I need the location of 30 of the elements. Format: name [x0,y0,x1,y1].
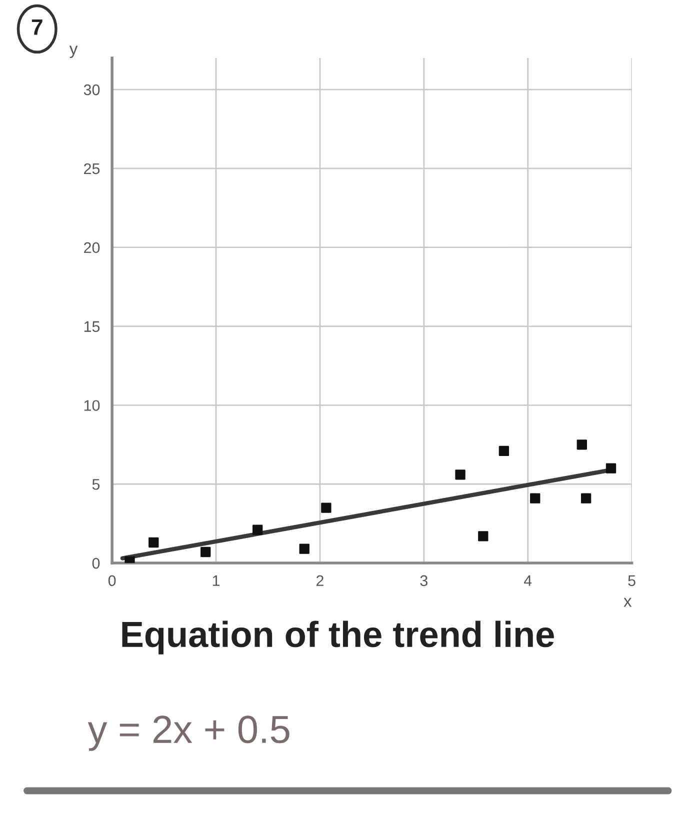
x-tick-label: 4 [524,575,532,586]
y-tick-label: 25 [84,163,100,174]
point [321,502,332,513]
point [299,544,310,554]
x-tick-label: 3 [420,575,428,586]
y-tick-label: 5 [92,479,100,490]
point [530,493,540,504]
text: 7 [32,19,42,35]
x-tick-label: 5 [628,575,636,586]
point [606,463,616,474]
point [498,446,510,456]
y-tick-label: 20 [84,242,100,254]
y-tick-label: 0 [92,558,100,569]
y-tick-label: 15 [84,321,100,332]
point [200,546,211,558]
text: Equation of the trend line [122,620,554,654]
point [580,493,592,504]
x-tick-label: 2 [316,575,324,586]
x-tick-label: 1 [212,575,220,586]
point [478,531,488,542]
x-axis-title: x [624,598,632,607]
point [148,537,159,548]
y-tick-label: 30 [84,84,100,96]
point [252,524,263,535]
y-tick-label: 10 [84,400,100,411]
x-tick-label: 0 [108,575,116,586]
point [455,470,466,480]
point [576,440,587,450]
y-axis-title: y [69,46,78,58]
text: y = 2x + 0.5 [88,716,290,751]
